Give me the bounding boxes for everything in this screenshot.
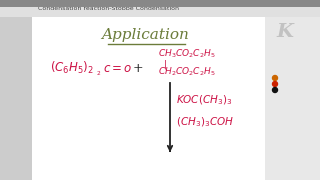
Text: |: | [164, 59, 167, 69]
Bar [0, 0, 320, 17]
Circle shape [273, 82, 277, 87]
Text: K: K [276, 23, 293, 41]
Text: +: + [133, 62, 143, 75]
Bar [0, 0, 32, 180]
Text: $CH_2CO_2C_2H_5$: $CH_2CO_2C_2H_5$ [158, 66, 216, 78]
Text: $CH_3CO_2C_2H_5$: $CH_3CO_2C_2H_5$ [158, 48, 216, 60]
Text: $(CH_3)_3COH$: $(CH_3)_3COH$ [176, 115, 234, 129]
Text: $_2$: $_2$ [96, 69, 101, 78]
Circle shape [273, 87, 277, 93]
Text: Application: Application [101, 28, 189, 42]
Text: $(C_6H_5)_2$: $(C_6H_5)_2$ [50, 60, 94, 76]
Bar [0, 0, 320, 7]
Text: $KOC(CH_3)_3$: $KOC(CH_3)_3$ [176, 93, 232, 107]
Circle shape [273, 75, 277, 80]
Text: Condensation reaction-Stobbe Condensation: Condensation reaction-Stobbe Condensatio… [38, 6, 179, 12]
Bar [265, 0, 320, 180]
Text: $c=o$: $c=o$ [103, 62, 132, 75]
